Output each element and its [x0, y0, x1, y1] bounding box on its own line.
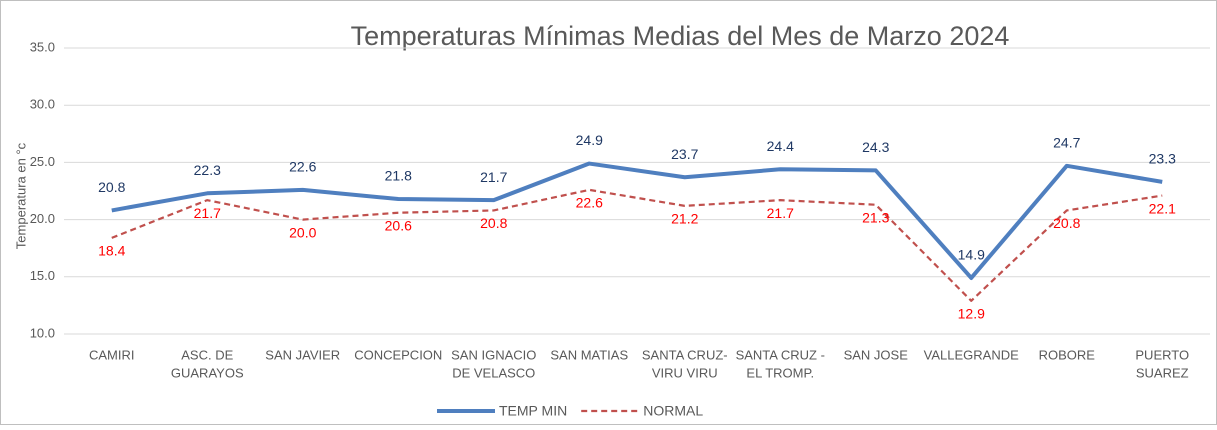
x-tick-label: VALLEGRANDE	[924, 347, 1019, 362]
data-label: 21.7	[194, 205, 221, 221]
y-axis-label: Temperatura en °c	[13, 142, 28, 249]
data-label: 21.3	[862, 209, 889, 225]
series-line	[111, 161, 1163, 280]
y-tick-label: 20.0	[30, 211, 55, 226]
x-tick-label: SAN MATIAS	[550, 347, 628, 362]
data-label: 22.6	[289, 159, 316, 175]
x-tick-label: SAN JAVIER	[265, 347, 340, 362]
x-tick-label: ASC. DE	[181, 347, 233, 362]
x-tick-label: SANTA CRUZ -	[736, 347, 825, 362]
x-tick-label: DE VELASCO	[452, 365, 535, 380]
data-label: 24.7	[1053, 135, 1080, 151]
data-label: 24.4	[767, 138, 794, 154]
series-line	[111, 188, 1163, 302]
data-label: 21.7	[767, 205, 794, 221]
y-tick-label: 10.0	[30, 325, 55, 340]
x-tick-label: SAN JOSE	[844, 347, 909, 362]
y-tick-label: 15.0	[30, 268, 55, 283]
x-tick-label: SANTA CRUZ-	[642, 347, 728, 362]
data-label: 20.6	[385, 217, 412, 233]
data-label: 23.7	[671, 146, 698, 162]
chart-title: Temperaturas Mínimas Medias del Mes de M…	[351, 21, 1010, 51]
x-tick-label: CAMIRI	[89, 347, 135, 362]
data-label: 22.6	[576, 195, 603, 211]
x-tick-label: GUARAYOS	[171, 365, 244, 380]
data-label: 14.9	[958, 247, 985, 263]
x-tick-label: SAN IGNACIO	[451, 347, 536, 362]
legend-label: TEMP MIN	[499, 403, 567, 419]
data-label: 24.3	[862, 139, 889, 155]
data-label: 20.8	[480, 215, 507, 231]
data-label: 20.8	[1053, 215, 1080, 231]
data-label: 24.9	[576, 132, 603, 148]
x-tick-label: ROBORE	[1039, 347, 1096, 362]
x-tick-label: PUERTO	[1135, 347, 1189, 362]
y-tick-label: 25.0	[30, 154, 55, 169]
data-label: 22.3	[194, 162, 221, 178]
y-tick-label: 35.0	[30, 39, 55, 54]
x-tick-label: EL TROMP.	[746, 365, 814, 380]
x-tick-label: CONCEPCION	[354, 347, 442, 362]
data-label: 21.7	[480, 169, 507, 185]
data-label: 12.9	[958, 306, 985, 322]
data-label: 23.3	[1149, 151, 1176, 167]
data-label: 20.0	[289, 224, 316, 240]
data-label: 20.8	[98, 179, 125, 195]
x-tick-label: SUAREZ	[1136, 365, 1189, 380]
x-tick-label: VIRU VIRU	[652, 365, 718, 380]
legend-label: NORMAL	[643, 403, 703, 419]
y-tick-label: 30.0	[30, 97, 55, 112]
data-label: 21.8	[385, 168, 412, 184]
data-label: 22.1	[1149, 200, 1176, 216]
data-label: 21.2	[671, 211, 698, 227]
data-label: 18.4	[98, 243, 125, 259]
